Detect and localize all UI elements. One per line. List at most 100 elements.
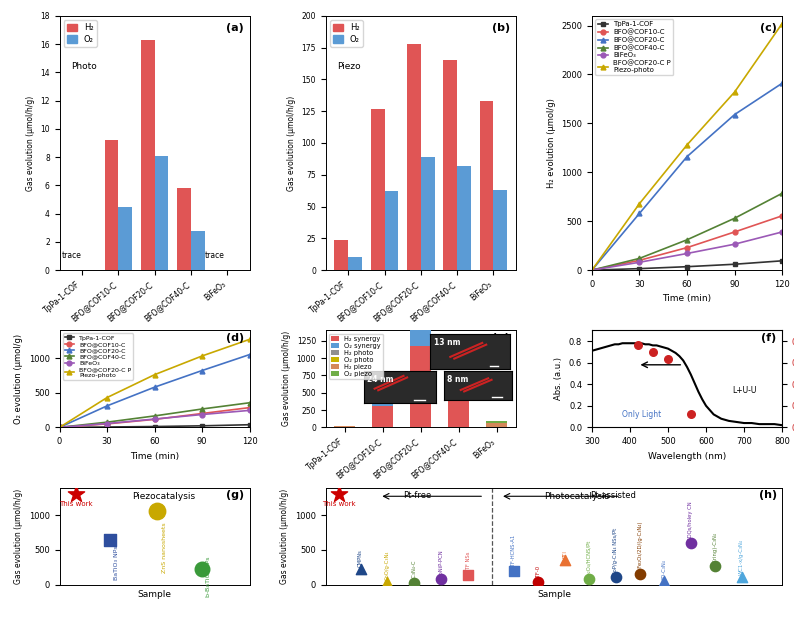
Point [435, 574, 448, 584]
BiFeO₃ [55, 423, 64, 431]
Bar [334, 240, 349, 270]
BiFeO₃ [777, 228, 787, 236]
Point [735, 571, 748, 581]
Point [657, 576, 670, 586]
BFO@COF20-C P
Piezo-photo [777, 20, 787, 27]
BFO@COF20-C P
Piezo-photo [102, 394, 112, 401]
Text: Photocatalysis: Photocatalysis [544, 492, 609, 501]
Text: (b): (b) [492, 23, 511, 33]
BFO@COF20-C [588, 266, 597, 274]
Bar [449, 370, 469, 374]
Y-axis label: O₂ evolution (μmol/g): O₂ evolution (μmol/g) [14, 334, 23, 424]
Bar [449, 384, 469, 398]
Legend: H₂, O₂: H₂, O₂ [330, 20, 363, 47]
Text: (e): (e) [492, 333, 511, 343]
Text: CoNiP-PCN: CoNiP-PCN [438, 549, 444, 577]
Y-axis label: Gas evolution (μmol/h/g): Gas evolution (μmol/h/g) [14, 489, 23, 584]
Text: CMPNs: CMPNs [358, 549, 363, 567]
BFO@COF10-C [55, 423, 64, 431]
Text: This work: This work [322, 501, 356, 507]
Text: CTF NSs: CTF NSs [465, 552, 471, 573]
Text: CTF-HCNS-A1: CTF-HCNS-A1 [511, 534, 516, 569]
Legend: TpPa-1-COF, BFO@COF10-C, BFO@COF20-C, BFO@COF40-C, BiFeO₃, BFO@COF20-C P
Piezo-p: TpPa-1-COF, BFO@COF10-C, BFO@COF20-C, BF… [63, 334, 133, 380]
BFO@COF20-C P
Piezo-photo [634, 200, 644, 207]
X-axis label: Sample: Sample [137, 590, 172, 599]
Text: CDQs/holey CN: CDQs/holey CN [688, 502, 693, 541]
Bar [349, 257, 362, 270]
BFO@COF10-C [682, 244, 692, 252]
Line: TpPa-1-COF: TpPa-1-COF [57, 422, 252, 430]
BiFeO₃ [102, 420, 112, 427]
Point [70, 489, 83, 499]
BFO@COF20-C [634, 210, 644, 217]
BFO@COF10-C [730, 228, 739, 236]
TpPa-1-COF [198, 422, 207, 430]
Text: Only Light: Only Light [622, 410, 661, 419]
X-axis label: Time (min): Time (min) [662, 295, 711, 303]
BFO@COF20-C [55, 423, 64, 431]
Point [708, 561, 721, 571]
BFO@COF20-C P
Piezo-photo [150, 371, 160, 379]
TpPa-1-COF [102, 423, 112, 431]
Bar [449, 383, 469, 384]
Text: This work: This work [60, 501, 93, 507]
Text: (c): (c) [760, 23, 777, 33]
Bar [457, 166, 471, 270]
BFO@COF20-C [102, 402, 112, 410]
Bar [372, 391, 393, 394]
Text: (h): (h) [759, 490, 777, 501]
Line: BFO@COF40-C: BFO@COF40-C [589, 191, 784, 272]
Point [507, 566, 520, 576]
Line: BFO@COF20-C P
Piezo-photo: BFO@COF20-C P Piezo-photo [589, 21, 784, 272]
Point [381, 577, 394, 587]
Bar [371, 109, 384, 270]
Bar [487, 423, 507, 427]
BFO@COF20-C P
Piezo-photo [55, 423, 64, 431]
Point [461, 570, 474, 580]
Text: CoP/g-C₃N₄ NSs/Pt: CoP/g-C₃N₄ NSs/Pt [613, 528, 619, 575]
TpPa-1-COF [55, 423, 64, 431]
Point [531, 577, 544, 587]
Text: (a): (a) [226, 23, 244, 33]
Point [634, 569, 646, 579]
TpPa-1-COF [245, 421, 254, 428]
BFO@COF20-C P
Piezo-photo [245, 336, 254, 343]
Text: WC1-x/g-C₃N₄: WC1-x/g-C₃N₄ [739, 539, 744, 575]
Line: BiFeO₃: BiFeO₃ [57, 408, 252, 430]
TpPa-1-COF [634, 265, 644, 272]
BFO@COF20-C [777, 80, 787, 87]
Bar [155, 155, 168, 270]
BFO@COF40-C [777, 190, 787, 197]
Legend: H₂, O₂: H₂, O₂ [64, 20, 97, 47]
Bar [141, 40, 155, 270]
BFO@COF10-C [198, 410, 207, 417]
Y-axis label: Gas evolution (μmol/h/g): Gas evolution (μmol/h/g) [282, 331, 291, 427]
Point [684, 538, 697, 548]
Line: BFO@COF40-C: BFO@COF40-C [57, 400, 252, 430]
Text: Pt-free: Pt-free [403, 492, 431, 501]
Bar [105, 140, 118, 270]
BiFeO₃ [150, 415, 160, 423]
Text: L+U-U: L+U-U [732, 386, 756, 395]
Text: (d): (d) [225, 333, 244, 343]
BiFeO₃ [730, 240, 739, 248]
BFO@COF40-C [102, 418, 112, 426]
BFO@COF40-C [588, 266, 597, 274]
Text: 3D-C₃N₄: 3D-C₃N₄ [661, 559, 666, 580]
Point [609, 571, 622, 581]
BFO@COF20-C [730, 111, 739, 118]
BFO@COF20-C P
Piezo-photo [730, 88, 739, 96]
Bar [372, 401, 393, 402]
Line: BFO@COF10-C: BFO@COF10-C [57, 405, 252, 430]
Text: Piezo: Piezo [337, 61, 360, 71]
Bar [410, 296, 431, 305]
BFO@COF40-C [730, 214, 739, 222]
Line: TpPa-1-COF: TpPa-1-COF [589, 258, 784, 272]
Text: (Cring)-C₃N₄: (Cring)-C₃N₄ [712, 532, 718, 564]
X-axis label: Sample: Sample [537, 590, 571, 599]
BFO@COF40-C [682, 236, 692, 243]
Bar [449, 374, 469, 382]
Bar [407, 44, 421, 270]
Point [583, 574, 596, 585]
Bar [487, 421, 507, 423]
